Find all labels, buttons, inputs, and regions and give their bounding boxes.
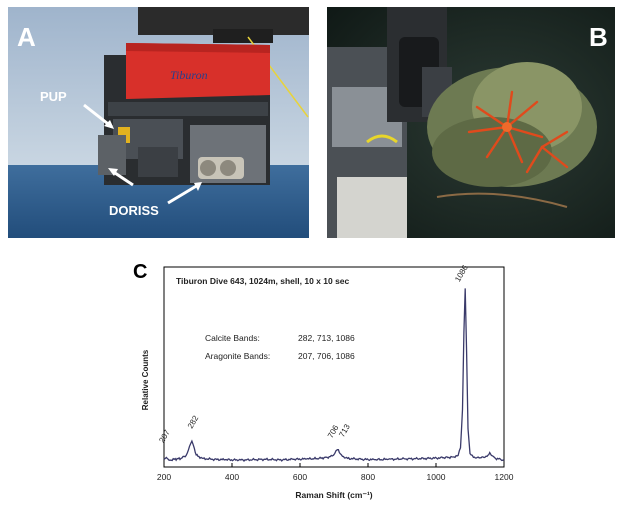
aragonite-bands-label: Aragonite Bands: xyxy=(205,351,270,361)
peak-label: 282 xyxy=(186,414,201,431)
panel-c-letter: C xyxy=(133,261,147,283)
aragonite-bands-values: 207, 706, 1086 xyxy=(298,351,355,361)
x-tick-label: 1000 xyxy=(427,472,446,482)
y-axis-label: Relative Counts xyxy=(141,349,150,410)
x-tick-label: 1200 xyxy=(495,472,514,482)
seafloor-image xyxy=(327,7,615,238)
x-tick-label: 800 xyxy=(361,472,375,482)
doriss-label: DORISS xyxy=(109,203,159,218)
peak-label: 713 xyxy=(337,422,352,439)
spectrum-line xyxy=(163,288,505,462)
x-tick-label: 200 xyxy=(157,472,171,482)
panel-b-photo: B xyxy=(327,7,615,238)
raman-spectrum-chart: C Tiburon Dive 643, 1024m, shell, 10 x 1… xyxy=(120,255,518,502)
peak-label: 207 xyxy=(157,428,172,445)
calcite-bands-values: 282, 713, 1086 xyxy=(298,333,355,343)
chart-title: Tiburon Dive 643, 1024m, shell, 10 x 10 … xyxy=(176,276,350,286)
panel-a-letter: A xyxy=(17,22,36,52)
rov-deployment-image: Tiburon xyxy=(8,7,309,238)
pup-label: PUP xyxy=(40,89,67,104)
calcite-bands-label: Calcite Bands: xyxy=(205,333,260,343)
x-tick-label: 400 xyxy=(225,472,239,482)
vehicle-name-text: Tiburon xyxy=(170,68,208,82)
x-tick-label: 600 xyxy=(293,472,307,482)
x-axis-ticks: 200 400 600 800 1000 1200 xyxy=(157,463,514,482)
chart-svg: C Tiburon Dive 643, 1024m, shell, 10 x 1… xyxy=(133,261,514,500)
plot-frame xyxy=(163,266,505,468)
panel-b-letter: B xyxy=(589,22,608,52)
peak-label: 1086 xyxy=(453,263,470,283)
panel-a-photo: Tiburon A PUP DORISS xyxy=(8,7,309,238)
x-axis-label: Raman Shift (cm⁻¹) xyxy=(295,490,372,500)
